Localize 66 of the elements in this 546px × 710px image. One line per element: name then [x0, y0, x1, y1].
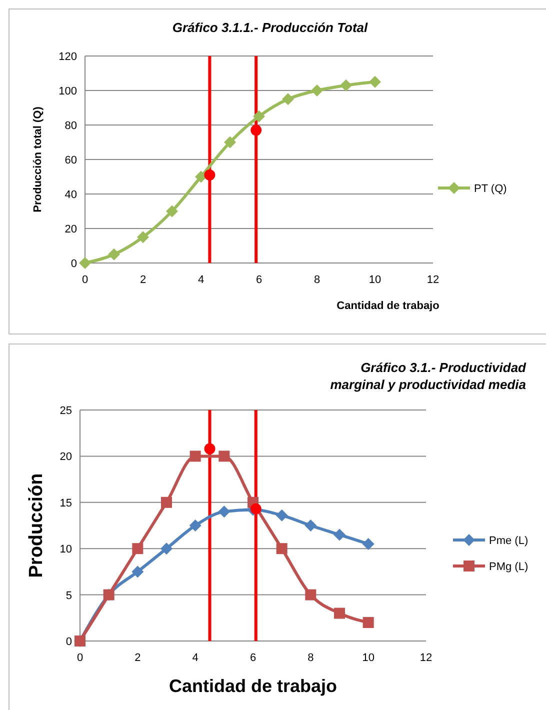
x-tick-label: 10 — [368, 274, 382, 286]
y-tick-label: 120 — [58, 51, 77, 63]
point — [334, 608, 345, 619]
point — [204, 170, 216, 181]
point — [218, 506, 230, 518]
y-tick-label: 5 — [66, 590, 72, 602]
point — [276, 543, 288, 554]
x-tick-label: 10 — [362, 652, 374, 664]
point — [132, 543, 144, 554]
x-tick-label: 0 — [82, 274, 88, 286]
x-tick-label: 4 — [192, 652, 198, 664]
point — [79, 257, 91, 269]
y-tick-label: 0 — [70, 258, 77, 270]
point — [340, 79, 352, 92]
chart-title: Gráfico 3.1.- Productividad marginal y productividad media — [330, 360, 528, 392]
point — [161, 496, 172, 508]
legend-label: PT (Q) — [474, 183, 507, 195]
point — [334, 528, 346, 541]
x-tick-label: 12 — [426, 274, 440, 286]
point — [166, 205, 178, 218]
y-tick-label: 20 — [60, 451, 72, 464]
point — [304, 520, 317, 532]
point — [282, 93, 294, 106]
y-axis-title: Producción total (Q) — [32, 106, 44, 212]
point — [250, 124, 262, 136]
point — [137, 231, 149, 244]
point — [311, 84, 323, 96]
y-tick-label: 60 — [64, 154, 77, 166]
y-tick-label: 15 — [60, 497, 72, 510]
y-tick-label: 25 — [60, 405, 72, 417]
point — [189, 520, 202, 532]
point — [204, 443, 216, 454]
point — [108, 248, 120, 260]
legend-label: Pme (L) — [489, 535, 528, 547]
y-axis-title: Producción — [26, 473, 47, 578]
x-tick-label: 12 — [420, 652, 432, 664]
point — [362, 617, 374, 628]
x-tick-label: 8 — [308, 652, 314, 664]
y-tick-label: 100 — [58, 86, 77, 98]
point — [132, 566, 144, 578]
x-axis-title: Cantidad de trabajo — [168, 676, 338, 696]
point — [218, 450, 230, 462]
point — [362, 538, 374, 550]
point — [250, 503, 262, 514]
y-tick-label: 10 — [60, 544, 72, 556]
x-tick-label: 2 — [134, 652, 141, 664]
point — [276, 509, 288, 522]
y-tick-label: 40 — [64, 189, 77, 201]
point — [190, 450, 201, 462]
y-tick-label: 80 — [64, 120, 77, 132]
x-axis-title: Cantidad de trabajo — [336, 300, 440, 312]
x-tick-label: 6 — [250, 652, 256, 664]
point — [305, 589, 316, 600]
point — [160, 542, 172, 555]
point — [253, 110, 265, 122]
legend-label: PMg (L) — [489, 561, 528, 573]
point — [195, 170, 207, 183]
y-tick-label: 0 — [66, 636, 72, 648]
x-tick-label: 8 — [314, 274, 320, 286]
point — [224, 136, 236, 148]
x-tick-label: 4 — [198, 274, 204, 286]
x-tick-label: 6 — [256, 274, 262, 286]
x-tick-label: 2 — [140, 274, 146, 286]
chart-title: Gráfico 3.1.1.- Producción Total — [172, 20, 368, 35]
point — [369, 76, 381, 88]
y-tick-label: 20 — [64, 224, 77, 236]
